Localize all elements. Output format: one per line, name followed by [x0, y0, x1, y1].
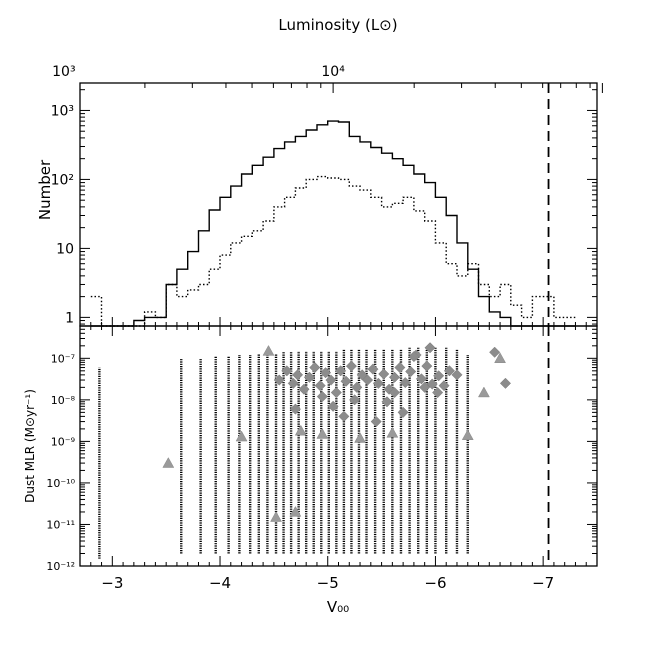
diamond-point: [349, 394, 361, 406]
diamond-point: [345, 360, 357, 372]
diamond-point: [408, 351, 420, 363]
scatter-frame: [79, 325, 598, 567]
diamond-point: [415, 373, 427, 385]
diamond-point: [499, 377, 512, 389]
triangle-point: [461, 429, 474, 440]
diamond-point: [443, 365, 455, 377]
diamond-point: [405, 366, 417, 378]
diamond-point: [351, 381, 363, 393]
diamond-point: [397, 406, 409, 418]
triangle-point: [289, 505, 302, 517]
diamond-point: [314, 380, 326, 392]
diamond-point: [340, 375, 352, 387]
scatter-x-tick-label: −3: [101, 574, 123, 592]
diamond-point: [309, 361, 321, 374]
diamond-point: [370, 416, 382, 428]
scatter-y-tick-label: 10⁻¹¹: [46, 518, 75, 531]
histogram-dotted-series: [90, 175, 576, 327]
diamond-point: [432, 386, 444, 399]
diamond-point: [399, 377, 411, 389]
triangle-point: [354, 432, 366, 443]
diamond-point: [388, 371, 401, 383]
scatter-y-tick-label: 10⁻¹²: [46, 560, 75, 573]
luminosity-tick-label: 10⁴: [321, 64, 345, 80]
diamond-point: [433, 370, 445, 382]
histogram-y-tick-label: 10³: [51, 103, 74, 119]
scatter-x-tick-label: −4: [209, 574, 231, 592]
scatter-y-tick-label: 10⁻⁸: [51, 394, 76, 407]
scatter-y-tick-label: 10⁻⁹: [51, 435, 75, 448]
triangle-point: [262, 344, 275, 356]
diamond-point: [281, 365, 293, 377]
scatter-y-tick-label: 10⁻⁷: [51, 352, 75, 365]
top-axis-label: Luminosity (L⊙): [278, 16, 397, 34]
diamond-point: [362, 374, 374, 386]
scatter-x-tick-label: −7: [532, 574, 554, 592]
diamond-point: [421, 360, 433, 372]
scatter-x-tick-label: −5: [317, 574, 339, 592]
luminosity-tick-label: 10³: [52, 64, 75, 80]
histogram-panel: 10³ 10⁴ 1 10 10² 10³ Number: [36, 64, 603, 327]
scatter-y-axis-label: Dust MLR (M⊙yr⁻¹): [23, 389, 37, 503]
diamond-point: [451, 369, 463, 381]
diamond-point: [273, 374, 285, 386]
diamond-point: [335, 365, 347, 377]
diamond-point: [330, 386, 342, 399]
triangle-points: [162, 344, 506, 522]
diamond-points: [273, 342, 512, 428]
triangle-point: [235, 430, 248, 442]
diamond-point: [438, 380, 450, 392]
diamond-point: [320, 367, 332, 379]
triangle-point: [162, 457, 175, 468]
scatter-x-axis-label: V₀₀: [327, 598, 349, 616]
scatter-panel: 10⁻¹² 10⁻¹¹ 10⁻¹⁰ 10⁻⁹ 10⁻⁸ 10⁻⁷ −3 −4 −5 −6 −7 D…: [23, 325, 598, 616]
diamond-point: [489, 346, 501, 358]
diamond-point: [289, 403, 301, 415]
diamond-point: [327, 400, 339, 412]
diamond-point: [378, 368, 390, 380]
dot-columns: [98, 347, 469, 559]
histogram-frame: [79, 82, 598, 327]
triangle-point: [477, 386, 490, 398]
diamond-point: [287, 377, 299, 389]
diamond-point: [394, 361, 406, 374]
diamond-point: [424, 342, 436, 354]
diamond-point: [419, 381, 431, 393]
diamond-point: [303, 371, 315, 383]
diamond-point: [388, 386, 401, 399]
triangle-point: [494, 352, 506, 363]
histogram-solid-series: [90, 120, 576, 327]
histogram-y-axis-label: Number: [36, 159, 54, 220]
diamond-point: [292, 369, 304, 381]
diamond-point: [367, 363, 379, 375]
scatter-x-tick-label: −6: [424, 574, 446, 592]
diamond-point: [338, 410, 350, 422]
diamond-point: [298, 383, 310, 395]
triangle-point: [386, 426, 399, 438]
diamond-point: [325, 374, 337, 386]
triangle-point: [316, 428, 329, 439]
diamond-point: [372, 377, 384, 389]
diamond-point: [381, 396, 393, 408]
triangle-point: [270, 511, 282, 522]
histogram-y-tick-label: 10: [56, 241, 74, 257]
scatter-y-tick-label: 10⁻¹⁰: [46, 477, 75, 490]
triangle-point: [294, 424, 307, 436]
diamond-point: [316, 391, 328, 403]
histogram-y-tick-label: 10²: [51, 172, 74, 188]
histogram-y-tick-label: 1: [65, 310, 74, 326]
diamond-point: [426, 378, 438, 390]
